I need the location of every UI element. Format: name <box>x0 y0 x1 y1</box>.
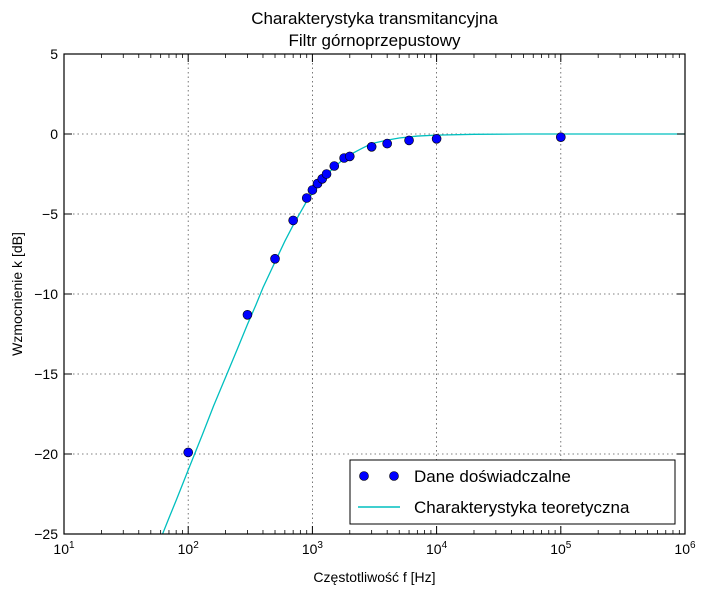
y-tick-label: −15 <box>34 366 58 382</box>
x-tick-label: 101 <box>53 540 75 557</box>
x-tick-label: 103 <box>302 540 324 557</box>
data-point <box>382 138 392 149</box>
y-tick-label: −5 <box>42 206 58 222</box>
data-point <box>321 169 332 179</box>
y-axis-label: Wzmocnienie k [dB] <box>9 232 25 356</box>
legend-frame <box>349 459 676 525</box>
series-experimental-markers <box>183 132 566 458</box>
legend-label-theoretical: Charakterystyka teoretyczna <box>414 498 630 517</box>
data-point <box>366 142 377 152</box>
data-point <box>344 151 355 162</box>
y-tick-label: 0 <box>50 126 58 142</box>
x-tick-label: 104 <box>426 540 448 557</box>
data-point <box>329 161 340 171</box>
data-point <box>307 185 318 195</box>
y-tick-label: 5 <box>50 46 58 62</box>
x-tick-label: 105 <box>550 540 572 557</box>
y-tick-label: −20 <box>34 446 58 462</box>
y-tick-label: −10 <box>34 286 58 302</box>
data-point <box>431 134 442 144</box>
legend: Dane doświadczalne Charakterystyka teore… <box>349 459 676 525</box>
legend-label-experimental: Dane doświadczalne <box>414 467 571 486</box>
data-point <box>183 447 193 458</box>
data-point <box>242 309 253 320</box>
data-point <box>404 135 414 146</box>
ticks: 101 102 103 104 105 106 5 0 −5 −10 −15 −20 −25 <box>34 46 696 557</box>
series-theoretical-line <box>161 133 685 534</box>
data-point <box>288 215 298 226</box>
chart-title: Charakterystyka transmitancyjna <box>251 9 498 28</box>
x-tick-label: 106 <box>674 540 696 557</box>
chart-subtitle: Filtr górnoprzepustowy <box>289 31 461 50</box>
legend-marker-2 <box>389 471 399 481</box>
y-tick-label: −25 <box>34 526 58 542</box>
legend-marker-1 <box>359 471 369 481</box>
x-tick-label: 102 <box>178 540 200 557</box>
data-point <box>301 193 312 203</box>
x-axis-label: Częstotliwość f [Hz] <box>313 569 435 585</box>
data-point <box>555 132 566 142</box>
theoretical-curve <box>161 133 685 534</box>
data-point <box>270 253 280 264</box>
